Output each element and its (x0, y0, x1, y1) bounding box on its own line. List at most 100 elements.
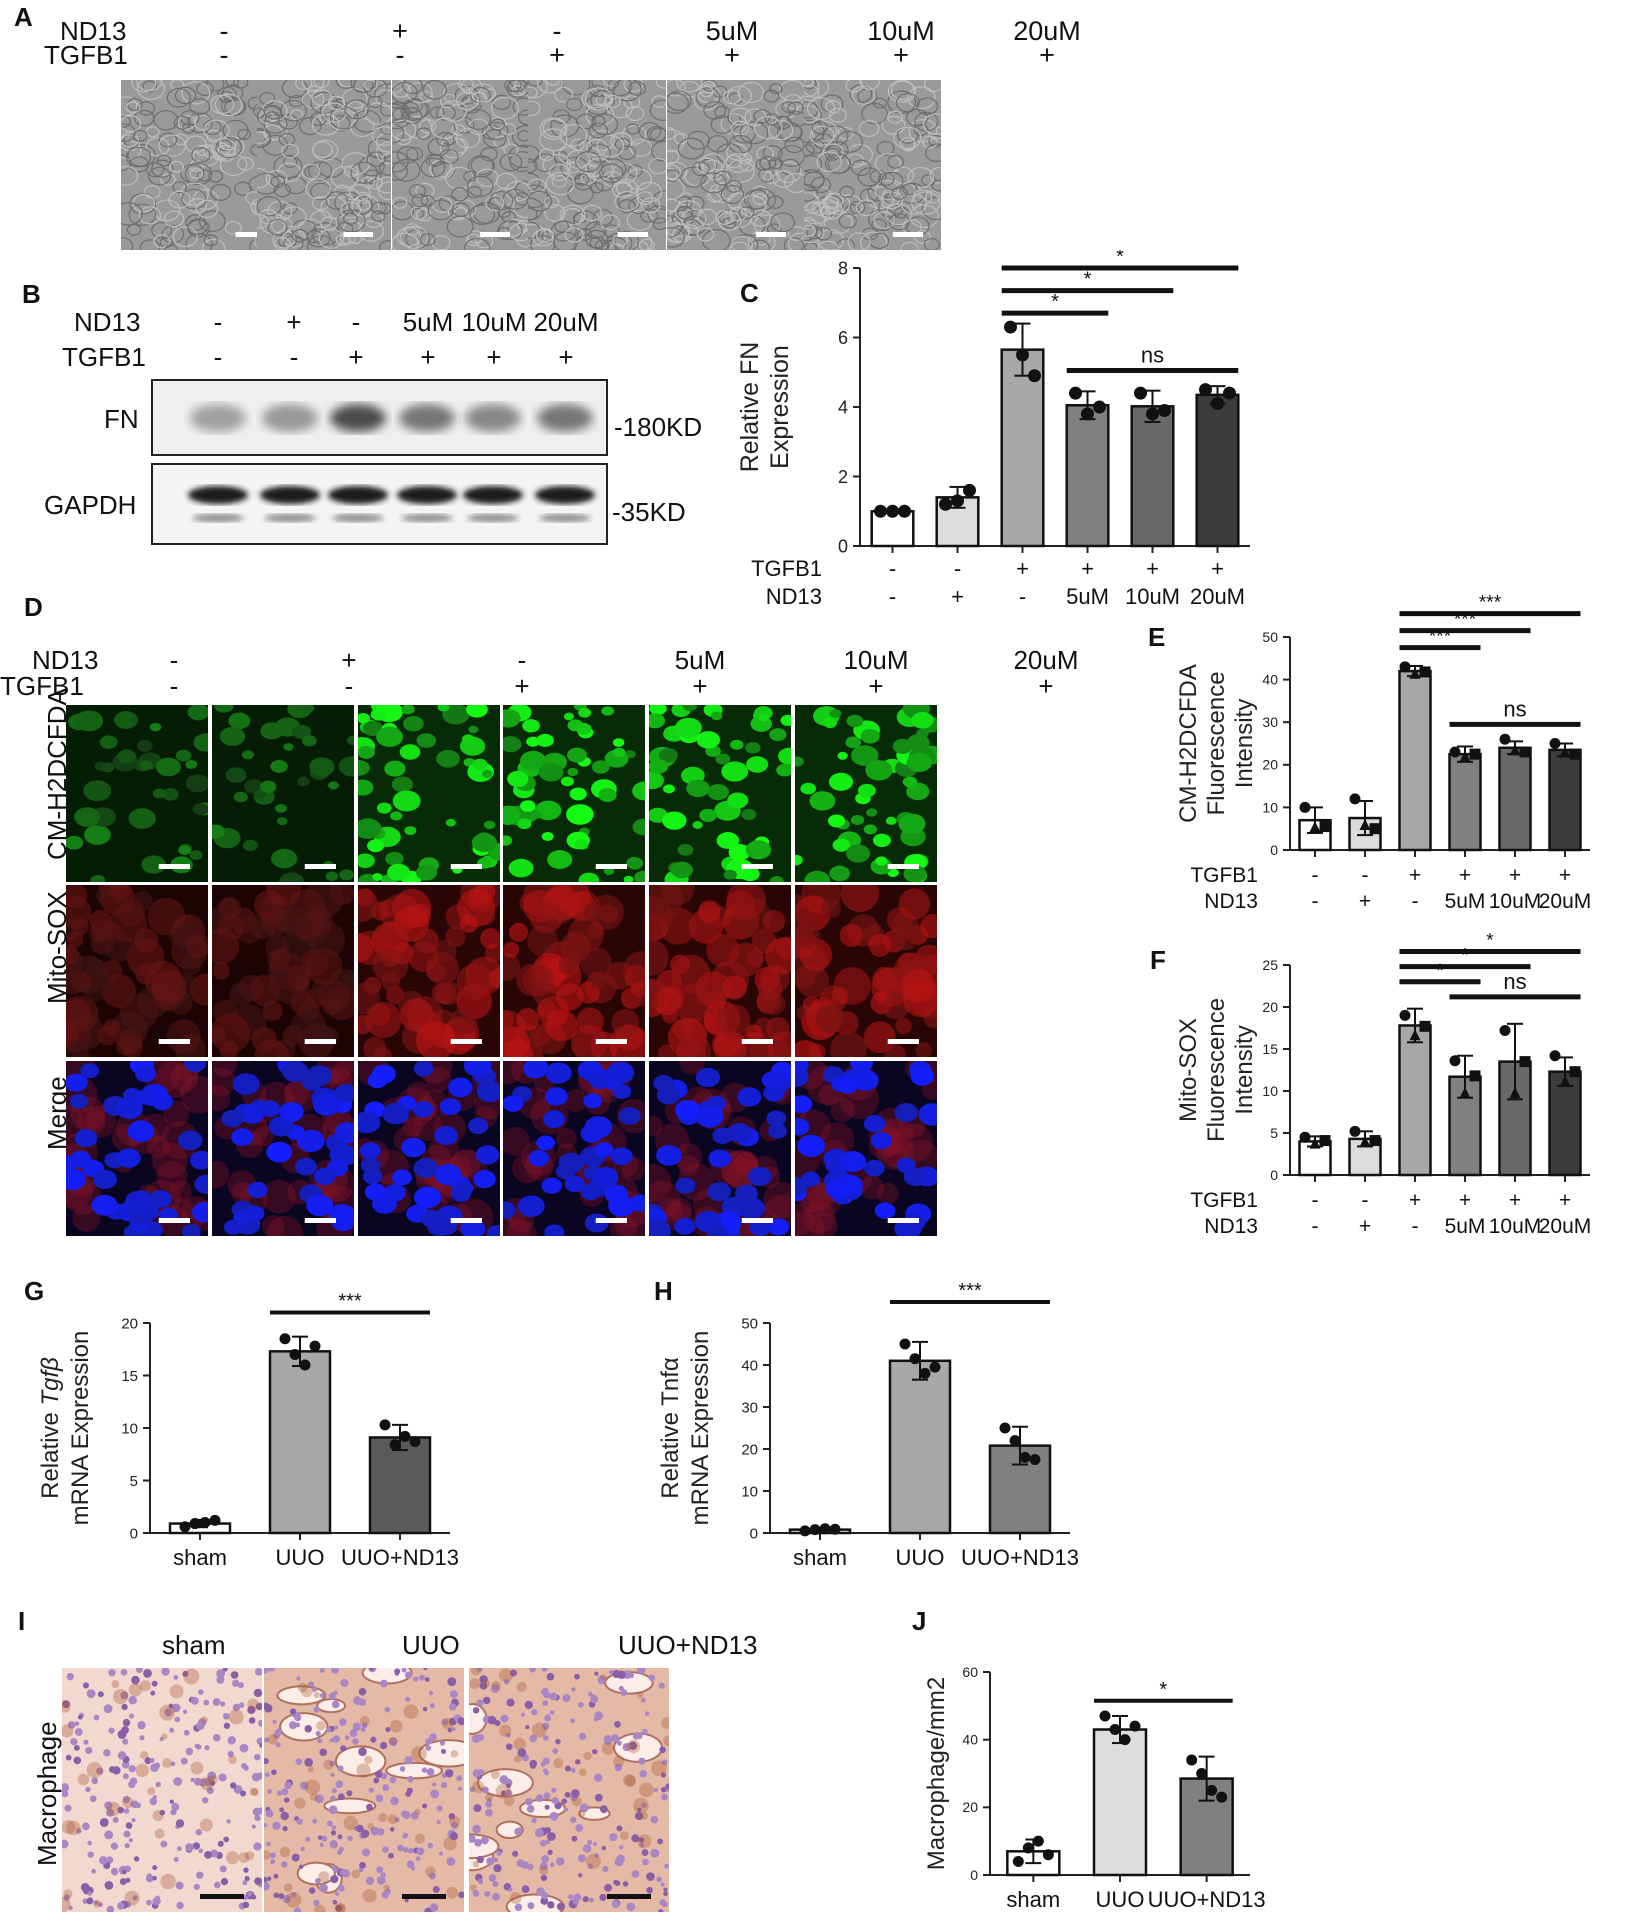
chart-C-row-0-val-3: + (1081, 556, 1094, 581)
chart-H-ytick-4: 40 (741, 1357, 758, 1374)
chart-F-sig-label-2: * (1486, 931, 1494, 952)
cm-h2dcfda-image-4 (503, 705, 645, 882)
chart-G-ytick-3: 15 (121, 1368, 138, 1385)
chart-c-relative-fn: 0 2 4 6 8 Relative FN Expression TGFB1 - - + + + + ND1… (736, 250, 1250, 609)
chart-J-category-2: UUO+ND13 (1148, 1887, 1266, 1912)
b-conds-nd13-3: 5uM (402, 307, 454, 337)
chart-C-sig-label-2: * (1116, 250, 1124, 268)
chart-H-ytick-5: 50 (741, 1315, 758, 1332)
merge-image-5 (649, 1061, 791, 1236)
chart-C-bar-6 (1195, 393, 1240, 548)
chart-G-point-1-2 (189, 1518, 201, 1530)
panel-i-row-label: Macrophage (32, 1721, 62, 1866)
chart-G-point-1-3 (199, 1517, 211, 1528)
chart-J-ytick-1: 20 (962, 1799, 978, 1815)
chart-J-category-0: sham (1006, 1887, 1060, 1912)
chart-F-point-3-1 (1399, 1009, 1411, 1021)
chart-G-ytick-4: 20 (121, 1315, 138, 1332)
chart-F-sig-label-1: * (1461, 946, 1469, 967)
chart-E-bar-4 (1448, 752, 1482, 852)
panel-label-f: F (1150, 945, 1166, 975)
chart-H-ylabel-1: mRNA Expression (687, 1331, 714, 1526)
chart-E-ytick-4: 40 (1262, 672, 1278, 688)
chart-C-ytick-2: 4 (838, 397, 848, 417)
chart-E-row-0-val-4: + (1509, 864, 1521, 887)
chart-C-point-4-2 (1081, 407, 1094, 421)
chart-J-ytick-2: 40 (962, 1732, 978, 1748)
chart-E-row-1-val-4: 10uM (1489, 890, 1542, 913)
chart-E-point-4-3 (1469, 748, 1481, 760)
chart-E-row-1-val-1: + (1359, 890, 1371, 913)
chart-C-ylabel-1: Expression (766, 345, 794, 469)
b-conds-tgfb1-0: - (213, 342, 223, 372)
chart-J-point-3-4 (1216, 1791, 1228, 1803)
cm-h2dcfda-image-6 (795, 705, 937, 882)
gapdh-band-2 (260, 486, 320, 504)
panel-label-i: I (18, 1606, 26, 1636)
cm-h2dcfda-image-1 (66, 705, 208, 882)
chart-E-row-0-val-1: - (1362, 864, 1369, 887)
chart-C-row-name-1: ND13 (766, 584, 822, 609)
panel-b-tgfb1-label: TGFB1 (62, 342, 146, 372)
chart-E-row-name-0: TGFB1 (1190, 864, 1258, 887)
chart-E-point-2-2 (1359, 818, 1371, 830)
chart-J-point-3-1 (1186, 1754, 1198, 1766)
chart-F-ylabel-0: Mito-SOX (1175, 1018, 1202, 1122)
chart-F-ytick-3: 15 (1262, 1041, 1278, 1057)
b-conds-tgfb1-5: + (558, 342, 574, 372)
chart-G-point-3-2 (389, 1439, 401, 1451)
fn-band-3 (330, 404, 386, 432)
d-conds-tgfb1-5: + (1038, 671, 1054, 701)
chart-G-ylabel-0: Relative Tgfβ (37, 1357, 64, 1499)
a-conds-tgfb1-3: + (724, 40, 740, 70)
chart-C-point-2-1 (939, 497, 952, 511)
chart-H-point-2-4 (929, 1361, 941, 1373)
chart-F-row-1-val-5: 20uM (1539, 1215, 1592, 1238)
chart-F-point-6-3 (1569, 1066, 1581, 1078)
d-conds-tgfb1-3: + (692, 671, 708, 701)
chart-H-category-0: sham (793, 1545, 847, 1570)
chart-F-row-0-val-1: - (1362, 1189, 1369, 1212)
fn-band-4 (399, 404, 455, 432)
chart-G-ylabel-1: mRNA Expression (67, 1331, 94, 1526)
d-conds-nd13-3: 5uM (674, 645, 726, 675)
chart-H-ylabel-0: Relative Tnfα (657, 1357, 684, 1499)
a-conds-nd13-2: - (552, 16, 562, 46)
chart-E-ytick-5: 50 (1262, 629, 1278, 645)
chart-H-point-2-2 (909, 1353, 921, 1365)
chart-F-point-4-1 (1449, 1055, 1461, 1067)
chart-E-ytick-1: 10 (1262, 799, 1278, 815)
chart-F-point-3-3 (1419, 1020, 1431, 1032)
cm-h2dcfda-image-2 (212, 705, 354, 882)
chart-J-ylabel-0: Macrophage/mm2 (923, 1677, 950, 1870)
b-conds-tgfb1-4: + (486, 342, 502, 372)
chart-G-category-1: UUO (276, 1545, 325, 1570)
chart-F-point-1-1 (1299, 1131, 1311, 1143)
kd-label-180: -180KD (614, 412, 703, 442)
chart-C-ytick-4: 8 (838, 258, 848, 278)
a-conds-tgfb1-0: - (219, 40, 229, 70)
chart-J-point-3-2 (1196, 1768, 1208, 1779)
chart-G-ytick-2: 10 (121, 1420, 138, 1437)
chart-C-row-1-val-3: 5uM (1066, 584, 1109, 609)
western-blot (151, 379, 608, 545)
chart-E-row-1-val-3: 5uM (1445, 890, 1486, 913)
b-conds-nd13-4: 10uM (461, 307, 527, 337)
fn-band-6 (537, 404, 593, 432)
a-conds-nd13-3: 5uM (705, 16, 759, 46)
chart-G-point-1-4 (209, 1514, 221, 1526)
chart-C-row-0-val-5: + (1211, 556, 1224, 581)
chart-E-bar-5 (1498, 746, 1532, 852)
chart-J-point-1-3 (1032, 1835, 1044, 1847)
a-conds-tgfb1-2: + (549, 40, 565, 70)
chart-F-bar-6 (1548, 1070, 1582, 1177)
panel-i-col-uuo: UUO (402, 1630, 460, 1660)
blot-label-gapdh: GAPDH (44, 490, 137, 520)
chart-J-point-1-2 (1022, 1842, 1034, 1854)
mito-sox-image-1 (66, 885, 208, 1057)
chart-C-ytick-3: 6 (838, 328, 848, 348)
chart-C-point-1-1 (874, 504, 887, 518)
chart-F-ylabel-2: Intensity (1231, 1025, 1258, 1114)
chart-J-point-2-3 (1119, 1734, 1131, 1746)
chart-E-point-2-1 (1349, 793, 1361, 805)
